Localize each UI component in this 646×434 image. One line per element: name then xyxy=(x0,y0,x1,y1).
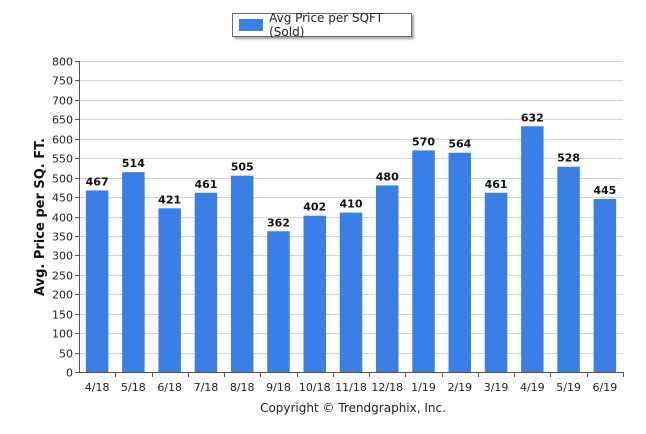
bar xyxy=(376,185,399,372)
x-tick-label: 1/19 xyxy=(411,381,436,394)
data-labels: 467 514 421 461 505 362 402 410 480 570 564 461 632 5… xyxy=(86,111,617,229)
data-label: 570 xyxy=(412,135,435,148)
data-label: 362 xyxy=(267,216,290,229)
x-tick-label: 4/18 xyxy=(85,381,110,394)
data-label: 410 xyxy=(340,198,363,211)
bar xyxy=(194,192,218,372)
x-tick-label: 12/18 xyxy=(371,381,403,394)
x-tick-label: 5/19 xyxy=(556,381,581,394)
y-tick-label: 200 xyxy=(52,289,73,302)
y-tick-label: 50 xyxy=(59,348,73,361)
y-tick-label: 100 xyxy=(52,328,73,341)
y-tick-label: 0 xyxy=(66,367,73,380)
y-tick-label: 500 xyxy=(52,173,73,186)
copyright-text: Copyright © Trendgraphix, Inc. xyxy=(260,401,446,415)
bar xyxy=(448,152,472,372)
y-tick-label: 750 xyxy=(52,75,73,88)
bar xyxy=(158,208,181,372)
y-tick-label: 250 xyxy=(52,270,73,283)
data-label: 528 xyxy=(557,152,580,165)
y-tick-label: 550 xyxy=(52,153,73,166)
bars xyxy=(85,126,617,372)
x-tick-label: 2/19 xyxy=(447,381,472,394)
bar xyxy=(122,172,145,372)
y-tick-label: 300 xyxy=(52,250,73,263)
bar xyxy=(593,199,617,372)
data-label: 421 xyxy=(158,193,181,206)
y-tick-label: 800 xyxy=(52,56,73,69)
data-label: 632 xyxy=(521,111,544,124)
y-tick-label: 650 xyxy=(52,114,73,127)
bar xyxy=(484,192,508,372)
data-label: 445 xyxy=(593,184,616,197)
axes xyxy=(75,61,624,377)
data-label: 505 xyxy=(231,161,254,174)
x-tick-label: 5/18 xyxy=(121,381,146,394)
legend-swatch xyxy=(239,19,264,31)
x-tick-label: 8/18 xyxy=(230,381,255,394)
bar xyxy=(267,231,290,372)
x-tick-label: 7/18 xyxy=(194,381,219,394)
bar xyxy=(303,215,326,372)
x-tick-label: 3/19 xyxy=(484,381,509,394)
y-tick-labels: 0 50 100 150 200 250 300 350 400 450 500 550 600 650 7… xyxy=(52,56,73,380)
bar xyxy=(521,126,544,372)
bar xyxy=(339,212,363,372)
legend-label: Avg Price per SQFT (Sold) xyxy=(269,11,384,39)
x-tick-label: 4/19 xyxy=(520,381,545,394)
data-label: 467 xyxy=(86,175,109,188)
data-label: 402 xyxy=(303,201,326,214)
data-label: 461 xyxy=(194,178,217,191)
x-tick-label: 9/18 xyxy=(266,381,291,394)
bar xyxy=(85,190,109,372)
y-tick-label: 600 xyxy=(52,134,73,147)
y-axis-label: Avg. Price per SQ. FT. xyxy=(33,138,48,296)
y-tick-label: 700 xyxy=(52,95,73,108)
bar xyxy=(557,166,580,372)
y-tick-label: 350 xyxy=(52,231,73,244)
bar xyxy=(412,150,435,372)
data-label: 564 xyxy=(448,138,471,151)
y-tick-label: 150 xyxy=(52,309,73,322)
data-label: 514 xyxy=(122,157,145,170)
x-tick-label: 10/18 xyxy=(299,381,331,394)
data-label: 480 xyxy=(376,170,399,183)
bar xyxy=(230,175,254,372)
x-tick-label: 11/18 xyxy=(335,381,367,394)
legend: Avg Price per SQFT (Sold) xyxy=(232,11,412,39)
x-tick-labels: 4/18 5/18 6/18 7/18 8/18 9/18 10/18 11/18 12/18 1… xyxy=(85,381,617,394)
y-tick-label: 450 xyxy=(52,192,73,205)
x-tick-label: 6/19 xyxy=(593,381,618,394)
data-label: 461 xyxy=(485,178,508,191)
y-tick-label: 400 xyxy=(52,212,73,225)
x-tick-label: 6/18 xyxy=(157,381,182,394)
